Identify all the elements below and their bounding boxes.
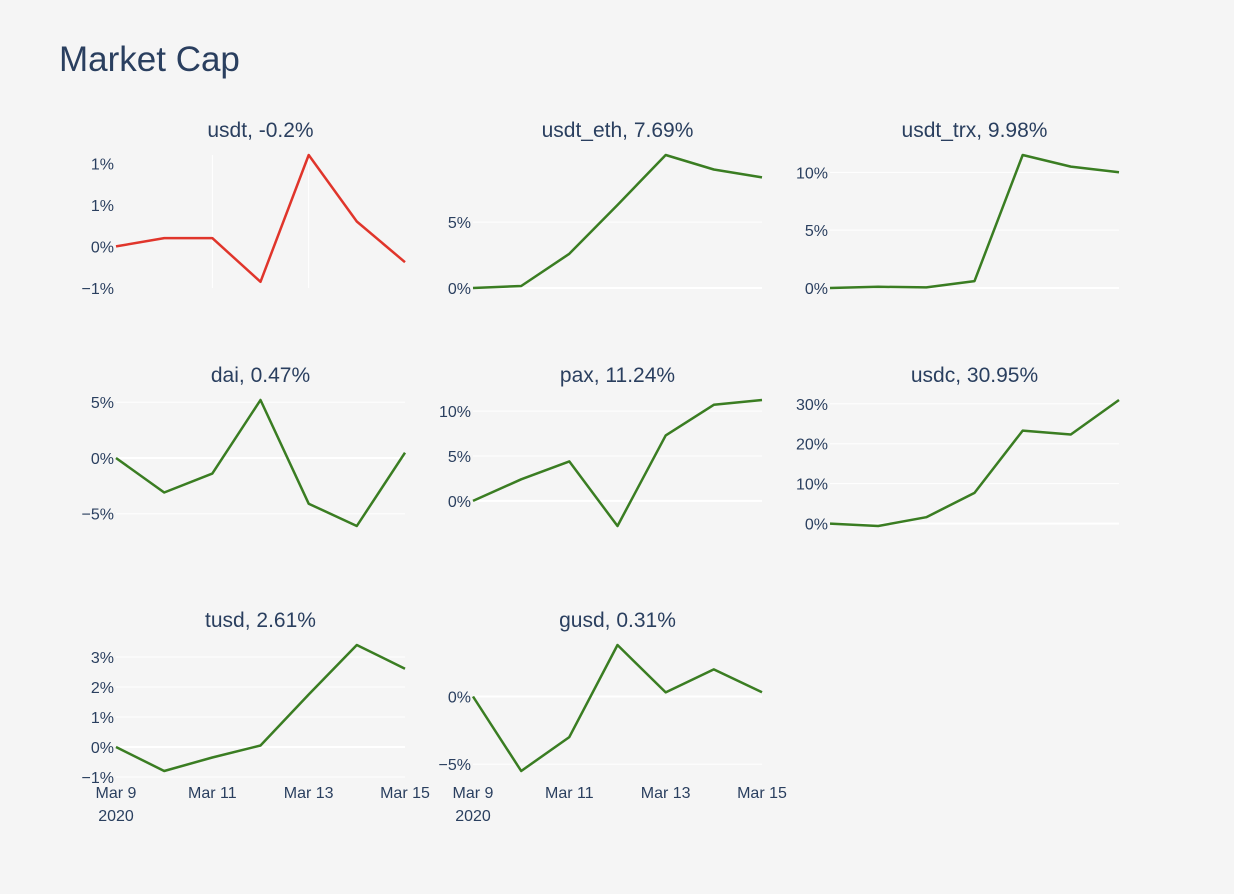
y-tick-label: 10% [439, 404, 471, 421]
series-line [472, 153, 763, 290]
y-tick-label: 0% [805, 517, 828, 534]
y-tick-label: 3% [91, 650, 114, 667]
x-tick-label: Mar 13 [641, 785, 691, 802]
y-tick-label: 0% [448, 281, 471, 298]
x-tick-label: Mar 15 [380, 785, 430, 802]
subplot-3: dai, 0.47% 5% 0% −5% [82, 364, 407, 528]
subplot-7: gusd, 0.31% 0% −5% Mar 9 Mar 11 Mar 13 Mar 15 2… [439, 609, 787, 825]
y-tick-label: 30% [796, 397, 828, 414]
series-line [829, 398, 1120, 528]
y-tick-label: 10% [796, 165, 828, 182]
subplot-title: pax, 11.24% [560, 364, 675, 387]
subplot-title: tusd, 2.61% [205, 609, 316, 632]
y-tick-label: 1% [91, 710, 114, 727]
x-year-label: 2020 [98, 808, 134, 825]
subplot-0: usdt, -0.2% 1% 1% 0% −1% [82, 119, 406, 298]
y-tick-label: 0% [91, 740, 114, 757]
y-tick-label: −5% [82, 507, 114, 524]
y-tick-label: 5% [448, 449, 471, 466]
page-title: Market Cap [59, 40, 240, 79]
y-tick-label: 10% [796, 477, 828, 494]
subplot-title: usdt_trx, 9.98% [902, 119, 1048, 142]
subplot-title: usdc, 30.95% [911, 364, 1038, 387]
y-tick-label: 0% [91, 239, 114, 256]
series-line [115, 153, 406, 284]
x-tick-label: Mar 15 [737, 785, 787, 802]
y-tick-label: 5% [448, 215, 471, 232]
x-tick-label: Mar 11 [545, 785, 594, 802]
y-tick-label: −5% [439, 757, 471, 774]
subplot-2: usdt_trx, 9.98% 10% 5% 0% [796, 119, 1120, 298]
subplot-4: pax, 11.24% 10% 5% 0% [439, 364, 763, 528]
series-line [115, 398, 407, 528]
series-line [471, 643, 763, 773]
y-tick-label: 1% [91, 198, 114, 215]
y-tick-label: 0% [91, 451, 114, 468]
y-tick-label: 0% [448, 494, 471, 511]
x-tick-label: Mar 9 [96, 785, 137, 802]
y-tick-label: 5% [805, 223, 828, 240]
series-line [472, 398, 763, 528]
subplot-6: tusd, 2.61% 3% 2% 1% 0% −1%Mar 9 Mar 11 Mar 13 M… [82, 609, 430, 825]
y-tick-label: 0% [448, 689, 471, 706]
x-tick-label: Mar 9 [453, 785, 494, 802]
subplot-title: usdt, -0.2% [207, 119, 313, 142]
y-tick-label: −1% [82, 281, 114, 298]
series-line [115, 643, 406, 773]
series-line [829, 153, 1120, 290]
y-tick-label: 2% [91, 680, 114, 697]
x-tick-label: Mar 13 [284, 785, 334, 802]
y-tick-label: 5% [91, 395, 114, 412]
subplot-title: dai, 0.47% [211, 364, 310, 387]
y-tick-label: 0% [805, 281, 828, 298]
subplot-5: usdc, 30.95% 30% 20% 10% 0% [796, 364, 1120, 534]
subplot-title: gusd, 0.31% [559, 609, 676, 632]
y-tick-label: 20% [796, 437, 828, 454]
y-tick-label: −1% [82, 770, 114, 787]
subplot-1: usdt_eth, 7.69% 5% 0% [448, 119, 763, 298]
x-year-label: 2020 [455, 808, 491, 825]
x-tick-label: Mar 11 [188, 785, 237, 802]
y-tick-label: 1% [91, 156, 114, 173]
subplot-title: usdt_eth, 7.69% [542, 119, 694, 142]
